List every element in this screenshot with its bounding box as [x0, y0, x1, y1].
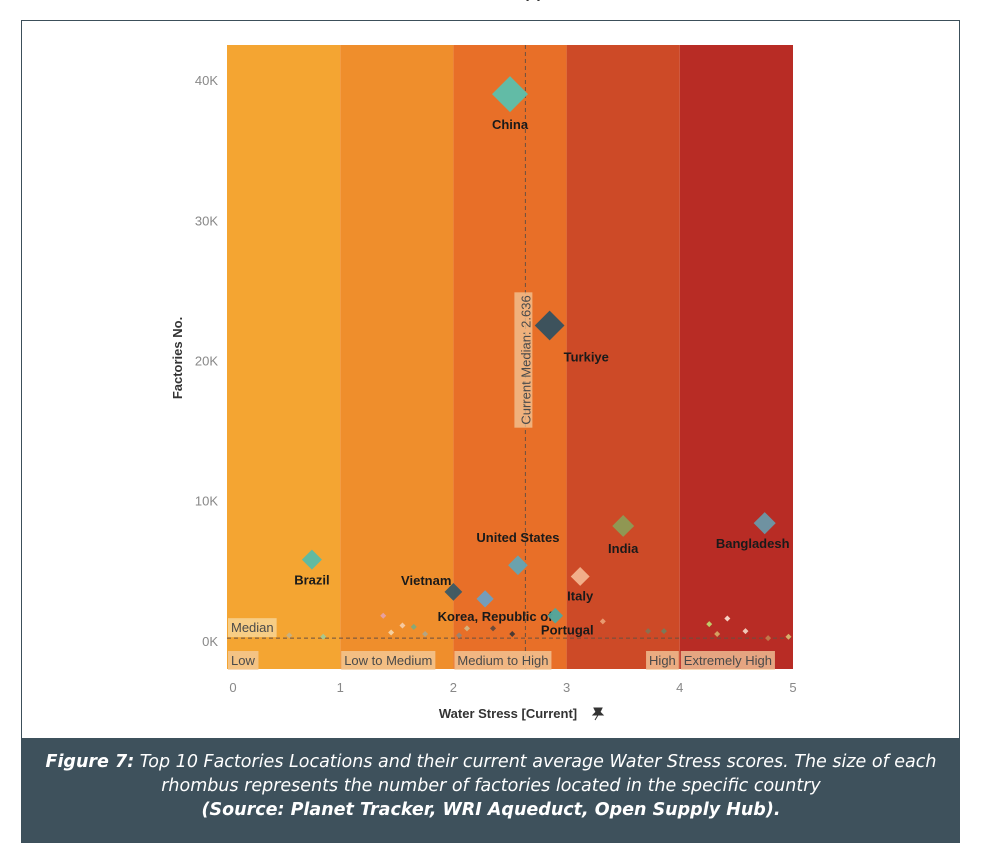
- x-axis-title: Water Stress [Current]: [439, 706, 577, 721]
- minor-point: [463, 625, 470, 632]
- scatter-chart: y y Current Median: 2.636 Median Low Low t…: [170, 0, 797, 721]
- median-x-label-bg: [514, 292, 533, 428]
- y-tick-label: 40K: [195, 73, 218, 88]
- caption-label: Figure 7:: [45, 752, 135, 772]
- point-korea-republic-of: [476, 590, 494, 608]
- point-vietnam: [444, 582, 463, 601]
- stress-bands: [227, 45, 793, 669]
- point-label-united-states: United States: [476, 530, 559, 545]
- caption-line1: Top 10 Factories Locations and their cur…: [139, 752, 937, 772]
- minor-point: [422, 630, 429, 637]
- point-label-india: India: [608, 541, 639, 556]
- minor-point: [388, 629, 395, 636]
- caption-line2: rhombus represents the number of factori…: [161, 776, 821, 796]
- x-tick-label: 5: [789, 680, 796, 695]
- point-italy: [570, 566, 590, 586]
- minor-point: [509, 630, 516, 637]
- y-tick-label: 10K: [195, 494, 218, 509]
- band-low-to-medium: [340, 45, 454, 669]
- x-tick-label: 1: [337, 680, 344, 695]
- band-label-medium-to-high: Medium to High: [457, 653, 548, 668]
- x-tick-label: 0: [229, 680, 236, 695]
- figure-caption: Figure 7: Top 10 Factories Locations and…: [22, 738, 960, 842]
- point-portugal: [547, 607, 564, 624]
- band-low: [227, 45, 341, 669]
- point-india: [612, 515, 635, 537]
- y-tick-label: 20K: [195, 354, 218, 369]
- minor-point: [765, 635, 772, 642]
- median-y-label-bg: [228, 618, 277, 638]
- minor-point: [599, 618, 606, 625]
- median-x-label: Current Median: 2.636: [518, 295, 533, 424]
- band-label-high: High: [649, 653, 676, 668]
- minor-point: [714, 630, 721, 637]
- point-bangladesh: [753, 512, 776, 535]
- point-brazil: [301, 549, 322, 570]
- x-tick-label: 4: [676, 680, 683, 695]
- x-axis: 0 1 2 3 4 5: [229, 680, 796, 695]
- country-points: China Turkiye India Bangladesh Brazil United …: [294, 76, 790, 638]
- minor-point: [410, 623, 417, 630]
- minor-point: [399, 622, 406, 629]
- minor-point: [706, 621, 713, 628]
- minor-point: [380, 612, 387, 619]
- top-cropped-text: y y: [526, 0, 544, 1]
- minor-point: [286, 632, 293, 639]
- minor-points: [286, 612, 792, 642]
- point-label-bangladesh: Bangladesh: [716, 536, 790, 551]
- point-turkiye: [534, 310, 565, 341]
- band-label-bg: [228, 651, 259, 670]
- y-tick-label: 0K: [202, 634, 218, 649]
- point-label-portugal: Portugal: [541, 623, 594, 638]
- band-label-bg: [341, 651, 436, 670]
- band-label-low: Low: [231, 653, 255, 668]
- caption-source: (Source: Planet Tracker, WRI Aqueduct, O…: [201, 800, 781, 820]
- minor-point: [320, 633, 327, 640]
- minor-point: [490, 625, 497, 632]
- point-label-turkiye: Turkiye: [564, 349, 609, 364]
- point-china: [492, 76, 528, 113]
- band-high: [566, 45, 680, 669]
- x-tick-label: 2: [450, 680, 457, 695]
- y-axis-title: Factories No.: [170, 317, 185, 399]
- point-label-italy: Italy: [567, 588, 594, 603]
- minor-point: [724, 615, 731, 622]
- point-united-states: [508, 555, 528, 576]
- pin-icon: [591, 707, 605, 721]
- band-labels: Low Low to Medium Medium to High High Extrem…: [228, 651, 775, 670]
- point-label-korea-republic-of: Korea, Republic of: [438, 609, 554, 624]
- band-label-extremely-high: Extremely High: [684, 653, 772, 668]
- band-label-bg: [680, 651, 775, 670]
- band-label-low-to-medium: Low to Medium: [344, 653, 432, 668]
- point-label-vietnam: Vietnam: [401, 573, 451, 588]
- y-tick-label: 30K: [195, 213, 218, 228]
- band-label-bg: [454, 651, 552, 670]
- minor-point: [785, 633, 792, 640]
- band-extremely-high: [679, 45, 793, 669]
- minor-point: [742, 628, 749, 635]
- median-lines: Current Median: 2.636 Median: [227, 45, 793, 669]
- band-label-bg: [646, 651, 679, 670]
- point-label-brazil: Brazil: [294, 573, 329, 588]
- band-medium-to-high: [453, 45, 567, 669]
- y-axis: 0K 10K 20K 30K 40K: [195, 73, 218, 649]
- median-y-label: Median: [231, 620, 274, 635]
- minor-point: [456, 632, 463, 639]
- point-label-china: China: [492, 117, 529, 132]
- minor-point: [645, 628, 652, 635]
- x-tick-label: 3: [563, 680, 570, 695]
- minor-point: [660, 628, 667, 635]
